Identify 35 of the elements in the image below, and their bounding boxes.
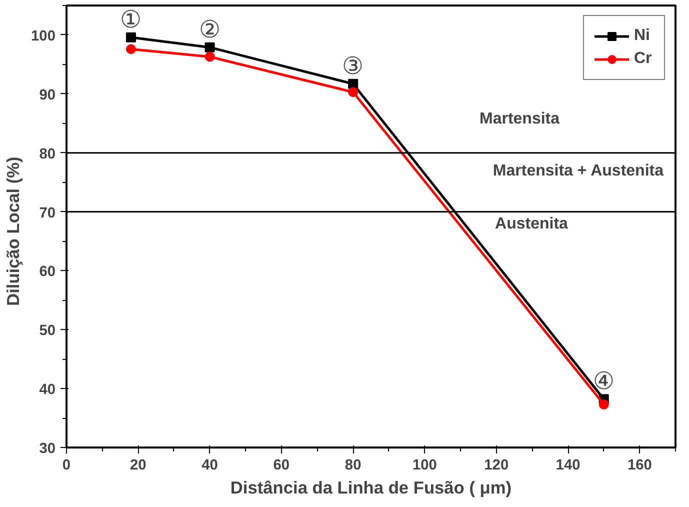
x-tick-label: 140 xyxy=(556,458,580,474)
annotation: Martensita + Austenita xyxy=(492,162,664,180)
legend-label: Cr xyxy=(634,50,653,68)
annotation: Austenita xyxy=(495,216,568,232)
annotation: ① xyxy=(120,6,142,34)
x-axis-title: Distância da Linha de Fusão ( μm) xyxy=(230,478,512,498)
x-tick-label: 120 xyxy=(484,458,509,474)
annotation: ④ xyxy=(592,368,615,396)
point xyxy=(598,399,609,410)
y-tick-label: 70 xyxy=(39,205,56,222)
annotation: Martensita xyxy=(479,110,560,128)
y-tick-label: 100 xyxy=(31,28,56,44)
point xyxy=(348,78,358,89)
y-tick-label: 40 xyxy=(39,382,56,398)
x-tick-label: 0 xyxy=(62,458,71,474)
y-tick-label: 80 xyxy=(39,146,56,162)
y-tick-label: 60 xyxy=(39,264,56,280)
x-tick-label: 100 xyxy=(412,458,437,474)
point xyxy=(204,42,215,52)
annotation: ② xyxy=(198,16,221,44)
point xyxy=(126,32,136,42)
y-axis-title: Diluição Local (%) xyxy=(3,156,24,306)
point xyxy=(204,52,215,62)
y-tick-label: 50 xyxy=(39,323,56,340)
x-tick-label: 60 xyxy=(273,458,290,474)
x-tick-label: 80 xyxy=(344,458,362,474)
point xyxy=(348,87,358,98)
legend-label: Ni xyxy=(634,27,651,45)
x-tick-label: 40 xyxy=(202,458,218,474)
x-tick-label: 160 xyxy=(627,458,652,474)
y-tick-label: 90 xyxy=(39,87,56,104)
x-tick-label: 20 xyxy=(130,458,146,474)
annotation: ③ xyxy=(342,52,364,80)
point xyxy=(126,44,136,54)
y-tick-label: 30 xyxy=(39,441,56,457)
